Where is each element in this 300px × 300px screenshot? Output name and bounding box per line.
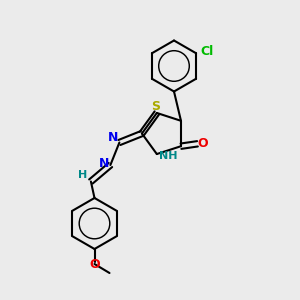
Text: O: O <box>198 137 208 150</box>
Text: N: N <box>99 157 109 170</box>
Text: N: N <box>108 130 118 144</box>
Text: Cl: Cl <box>201 45 214 58</box>
Text: O: O <box>89 257 100 271</box>
Text: NH: NH <box>159 151 178 160</box>
Text: H: H <box>78 170 87 180</box>
Text: S: S <box>151 100 160 113</box>
